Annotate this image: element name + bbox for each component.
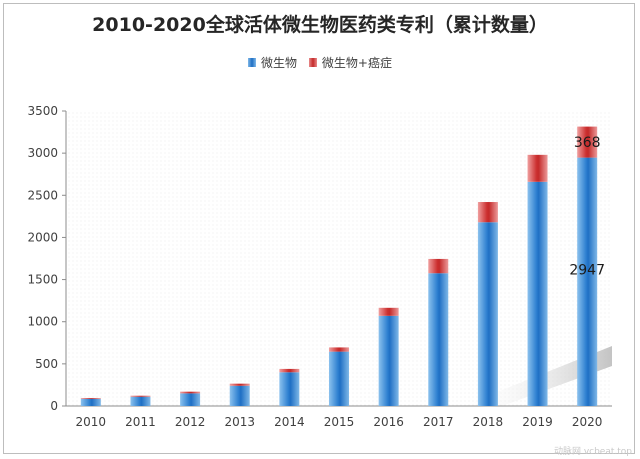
bar-microbe	[477, 222, 498, 406]
bar-microbe-cancer	[527, 154, 548, 182]
bar-microbe	[229, 385, 250, 406]
x-tick-label: 2019	[522, 415, 553, 429]
bar-microbe	[279, 372, 300, 406]
bar-microbe-cancer	[329, 347, 349, 352]
x-tick-label: 2016	[373, 415, 404, 429]
bar-microbe-cancer	[229, 383, 250, 386]
legend-swatch-microbe-cancer	[308, 58, 317, 67]
legend-label-microbe: 微生物	[261, 56, 298, 70]
x-tick-label: 2014	[274, 415, 305, 429]
bar-microbe-cancer	[577, 126, 598, 158]
bar-microbe	[329, 351, 349, 406]
y-tick-label: 3000	[27, 146, 58, 160]
bar-microbe	[130, 396, 151, 406]
x-tick-label: 2012	[175, 415, 206, 429]
legend-label-microbe-cancer: 微生物+癌症	[321, 56, 392, 70]
bar-microbe	[428, 273, 449, 406]
x-tick-label: 2018	[473, 415, 504, 429]
y-tick-label: 500	[35, 357, 58, 371]
bar-microbe-cancer	[428, 258, 449, 274]
bar-microbe	[378, 315, 399, 406]
watermark: 动脉网 vcbeat.top	[553, 447, 632, 457]
bar-microbe-cancer	[130, 395, 151, 397]
bar-microbe-cancer	[180, 391, 201, 394]
y-tick-label: 1500	[27, 273, 58, 287]
legend-swatch-microbe	[248, 58, 257, 67]
y-tick-label: 2500	[27, 188, 58, 202]
x-tick-label: 2011	[125, 415, 156, 429]
bar-microbe	[527, 181, 548, 406]
y-tick-label: 3500	[27, 104, 58, 118]
bar-microbe	[80, 398, 101, 406]
x-tick-label: 2015	[324, 415, 355, 429]
data-label: 2947	[569, 262, 605, 278]
bar-microbe-cancer	[279, 368, 300, 373]
x-tick-label: 2010	[76, 415, 107, 429]
x-tick-label: 2017	[423, 415, 454, 429]
y-tick-label: 0	[50, 399, 58, 413]
bar-microbe	[577, 157, 598, 406]
legend-item-microbe: 微生物	[248, 54, 297, 71]
bar-microbe-cancer	[80, 397, 101, 399]
bar-microbe-cancer	[378, 307, 399, 316]
y-tick-label: 1000	[27, 315, 58, 329]
chart-title: 2010-2020全球活体微生物医药类专利（累计数量）	[92, 14, 548, 36]
data-label: 368	[574, 135, 601, 151]
chart-legend: 微生物 微生物+癌症	[0, 54, 640, 71]
x-tick-label: 2013	[224, 415, 255, 429]
legend-item-microbe-cancer: 微生物+癌症	[308, 54, 392, 71]
bar-microbe	[180, 393, 201, 406]
bar-microbe-cancer	[477, 202, 498, 223]
x-tick-label: 2020	[572, 415, 603, 429]
y-tick-label: 2000	[27, 230, 58, 244]
